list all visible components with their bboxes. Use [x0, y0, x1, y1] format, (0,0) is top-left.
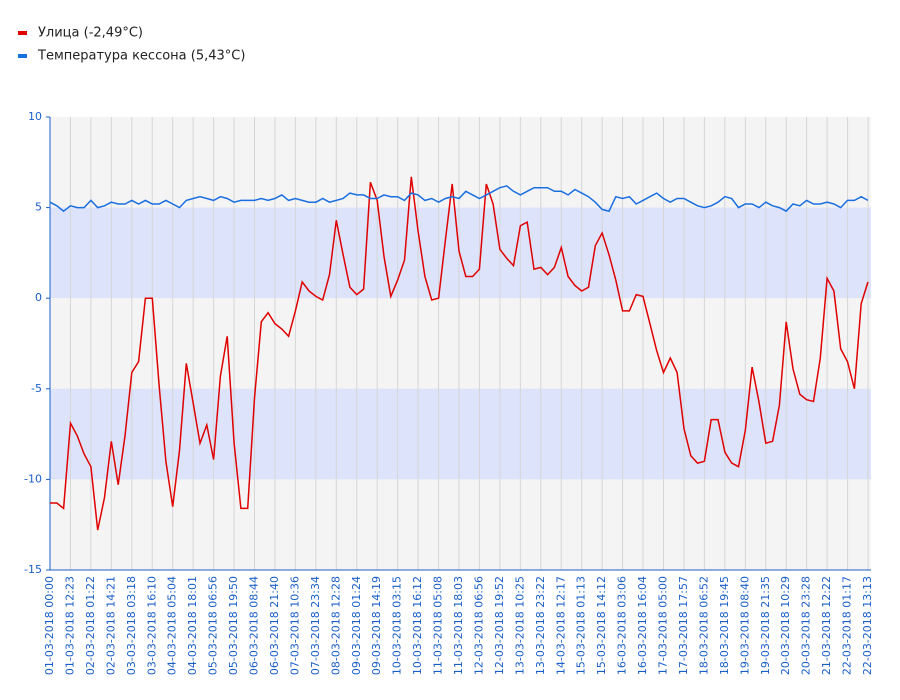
x-tick-label: 11-03-2018 18:03 [452, 576, 465, 675]
x-tick-label: 15-03-2018 01:13 [575, 576, 588, 675]
plot-band [50, 479, 871, 570]
x-tick-label: 18-03-2018 19:45 [718, 576, 731, 675]
x-tick-label: 07-03-2018 10:36 [288, 576, 301, 675]
x-tick-label: 02-03-2018 14:21 [104, 576, 117, 675]
x-tick-label: 10-03-2018 16:12 [411, 576, 424, 675]
x-tick-label: 12-03-2018 06:56 [472, 576, 485, 675]
x-tick-label: 02-03-2018 01:22 [84, 576, 97, 675]
y-tick-label: -5 [31, 382, 42, 395]
x-tick-label: 09-03-2018 14:19 [370, 576, 383, 675]
x-tick-label: 17-03-2018 05:00 [657, 576, 670, 675]
x-tick-label: 18-03-2018 06:52 [697, 576, 710, 675]
x-tick-label: 20-03-2018 10:29 [779, 576, 792, 675]
y-tick-label: 5 [35, 201, 42, 214]
series-line [49, 185, 869, 213]
plot-band [50, 117, 871, 208]
x-tick-label: 01-03-2018 12:23 [63, 576, 76, 675]
y-tick-label: -15 [24, 563, 42, 576]
series-line [50, 176, 869, 531]
y-tick-label: 0 [35, 291, 42, 304]
x-tick-label: 16-03-2018 03:06 [616, 576, 629, 675]
x-tick-label: 03-03-2018 03:18 [125, 576, 138, 675]
x-tick-label: 19-03-2018 21:35 [759, 576, 772, 675]
x-tick-label: 12-03-2018 19:52 [493, 576, 506, 675]
x-tick-label: 13-03-2018 10:25 [513, 576, 526, 675]
x-tick-label: 15-03-2018 14:12 [595, 576, 608, 675]
plot-band [50, 298, 871, 389]
x-tick-label: 05-03-2018 06:56 [207, 576, 220, 675]
x-tick-label: 16-03-2018 16:04 [636, 576, 649, 675]
x-tick-label: 22-03-2018 01:17 [841, 576, 854, 675]
y-tick-label: -10 [24, 472, 42, 485]
x-tick-label: 07-03-2018 23:34 [309, 576, 322, 675]
y-tick-label: 10 [28, 110, 42, 123]
legend-swatch [18, 31, 27, 35]
x-tick-label: 17-03-2018 17:57 [677, 576, 690, 675]
legend-label: Температура кессона (5,43°C) [37, 49, 245, 64]
legend-swatch [18, 54, 27, 58]
x-tick-label: 11-03-2018 05:08 [432, 576, 445, 675]
x-tick-label: 04-03-2018 18:01 [186, 576, 199, 675]
x-tick-label: 19-03-2018 08:40 [738, 576, 751, 675]
plot-band [50, 207, 871, 299]
x-tick-label: 04-03-2018 05:04 [166, 576, 179, 675]
legend-label: Улица (-2,49°C) [38, 26, 143, 41]
x-tick-label: 03-03-2018 16:10 [145, 576, 158, 675]
x-tick-label: 21-03-2018 12:22 [820, 576, 833, 675]
x-tick-label: 09-03-2018 01:24 [350, 576, 363, 675]
x-tick-label: 13-03-2018 23:22 [534, 576, 547, 675]
x-tick-label: 06-03-2018 08:44 [248, 576, 261, 675]
x-tick-label: 06-03-2018 21:40 [268, 576, 281, 675]
x-tick-label: 01-03-2018 00:00 [43, 576, 56, 675]
x-tick-label: 08-03-2018 12:28 [329, 576, 342, 675]
x-tick-label: 05-03-2018 19:50 [227, 576, 240, 675]
x-tick-label: 22-03-2018 13:13 [861, 576, 874, 675]
x-tick-label: 20-03-2018 23:28 [800, 576, 813, 675]
x-tick-label: 14-03-2018 12:17 [554, 576, 567, 675]
x-tick-label: 10-03-2018 03:15 [391, 576, 404, 675]
